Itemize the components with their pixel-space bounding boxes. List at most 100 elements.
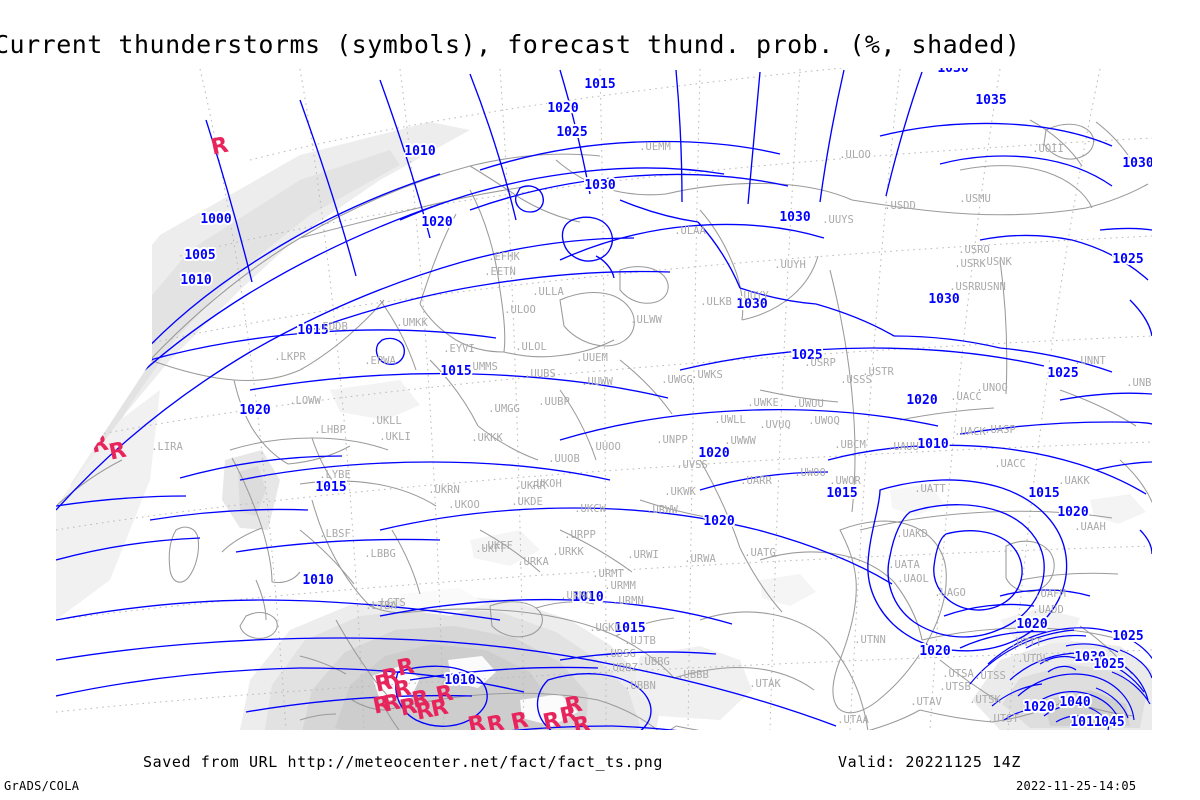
station-id-label: .UASP [984, 424, 1016, 436]
station-id-label: .UACC [950, 391, 982, 403]
station-id-label: .UAFM [1034, 588, 1066, 600]
station-id-label: .URPP [564, 529, 596, 541]
thunderstorm-symbol: R [571, 712, 593, 732]
isobar-label-halo: 1010 [917, 437, 948, 452]
station-id-label: .UTDL [1017, 653, 1049, 665]
station-id-label: .UTNN [854, 634, 886, 646]
station-id-label: .UNNT [1074, 355, 1106, 367]
station-id-label: .LTBA [365, 600, 397, 612]
isobar-label-halo: 1005 [184, 248, 215, 263]
isobar-label-halo: 1015 [297, 323, 328, 338]
isobar-label: 1015 [440, 364, 471, 379]
isobar-label-halo: 1015 [315, 480, 346, 495]
station-id-label: .UTSS [974, 670, 1006, 682]
station-id-label: .UUBP [538, 396, 570, 408]
grads-credit: GrADS/COLA [4, 779, 80, 793]
isobar-label-halo: 1020 [421, 215, 452, 230]
station-id-label: .UMKK [396, 317, 428, 329]
station-id-label: .LBSF [319, 528, 351, 540]
isobar-labels: 1015101510301030102010201035103510251025… [178, 61, 1152, 730]
thunderstorm-symbol: R [485, 711, 507, 732]
thunderstorm-symbol: R [398, 694, 420, 722]
isobar-label: 1020 [698, 446, 729, 461]
station-id-label: .USMU [959, 193, 991, 205]
station-id-label: .UBBG [638, 656, 670, 668]
thunderstorm-symbol: R [392, 676, 414, 704]
station-id-label: .USRO [958, 244, 990, 256]
isobar-label-halo: 1030 [779, 210, 810, 225]
station-id-label: .UOII [1032, 143, 1064, 155]
isobar-label: 1035 [975, 93, 1006, 108]
station-id-label: .UKRN [428, 484, 460, 496]
isobar-label: 1025 [1112, 629, 1143, 644]
station-id-label: .USRK [954, 258, 986, 270]
isobar-label: 1015 [297, 323, 328, 338]
station-id-label: .UJTB [624, 635, 656, 647]
isobar-label: 1010 [444, 673, 475, 688]
station-id-label: .UBBB [677, 669, 709, 681]
station-id-label: .LHBP [314, 424, 346, 436]
isobar-label-halo: 1020 [906, 393, 937, 408]
station-id-label: .UKKK [471, 432, 503, 444]
station-id-label: .ULWW [630, 314, 662, 326]
station-id-label: .URMM [604, 580, 636, 592]
isobar-label-halo: 1030 [584, 178, 615, 193]
station-id-label: .USNN [974, 281, 1006, 293]
isobar-label-halo: 1025 [791, 348, 822, 363]
isobar-label: 1015 [826, 486, 857, 501]
station-id-label: .UGKO [589, 622, 621, 634]
station-id-label: .UTST [987, 713, 1019, 725]
station-id-label: .UTAK [749, 678, 781, 690]
station-id-label: .UNPP [656, 434, 688, 446]
station-id-label: .UAKD [896, 528, 928, 540]
station-id-label: .EYVI [443, 343, 475, 355]
isobar-label-halo: 1045 [1093, 715, 1124, 730]
isobar-label: 1000 [200, 212, 231, 227]
station-id-label: .UAGO [934, 587, 966, 599]
station-id-label: .UWOR [829, 475, 861, 487]
station-id-label: .UTSK [969, 694, 1001, 706]
isobar-label-halo: 1020 [698, 446, 729, 461]
valid-time: Valid: 20221125 14Z [838, 753, 1021, 771]
thunderstorm-symbol: R [373, 670, 395, 698]
thunderstorm-symbol: R [429, 695, 451, 723]
station-id-label: .EETN [484, 266, 516, 278]
station-id-label: .URWA [684, 553, 716, 565]
station-id-label: .URMT [592, 568, 624, 580]
station-id-label: .UAAH [1074, 521, 1106, 533]
station-id-label: .URWW [646, 504, 678, 516]
thunderstorm-symbol: R [414, 698, 436, 726]
isobar-label: 1030 [584, 178, 615, 193]
station-id-label: .UWLL [714, 414, 746, 426]
station-id-label: .UEMM [639, 141, 671, 153]
isobar-label: 1010 [302, 573, 333, 588]
isobar-label: 1030 [937, 61, 968, 76]
station-id-label: .UATA [888, 559, 920, 571]
station-id-label: .UUYY [737, 290, 769, 302]
isobar-label-halo: 1040 [1059, 695, 1090, 710]
station-id-label: .URMO [560, 590, 592, 602]
thunderstorm-symbol: R [49, 360, 71, 388]
station-id-label: .UKOO [448, 499, 480, 511]
station-labels: .UEMM .ULOO .UOII .EFHK .EETN .ULAA .USMU .USDD… [151, 141, 1152, 726]
isobar-label: 1030 [779, 210, 810, 225]
station-id-label: .URKA [517, 556, 549, 568]
station-id-label: .LKPR [274, 351, 306, 363]
station-id-label: .UWKS [691, 369, 723, 381]
station-id-label: .UACK [954, 426, 986, 438]
station-id-label: .URKK [552, 546, 584, 558]
isobar-label-halo: 1020 [1023, 700, 1054, 715]
isobar-label-halo: 1010 [404, 144, 435, 159]
station-id-label: .LYBE [319, 469, 351, 481]
isobar-label: 1025 [791, 348, 822, 363]
station-id-label: .ULKB [700, 296, 732, 308]
isobar-label: 1030 [928, 292, 959, 307]
isobar-label-halo: 1010 [302, 573, 333, 588]
isobar-label: 1020 [547, 101, 578, 116]
station-id-label: .EDDB [316, 321, 348, 333]
station-id-label: .UTSB [939, 681, 971, 693]
station-id-label: .UKLI [379, 431, 411, 443]
isobar-label-halo: 1025 [1112, 629, 1143, 644]
isobar-label: 1005 [184, 248, 215, 263]
station-id-label: .UUOO [589, 441, 621, 453]
